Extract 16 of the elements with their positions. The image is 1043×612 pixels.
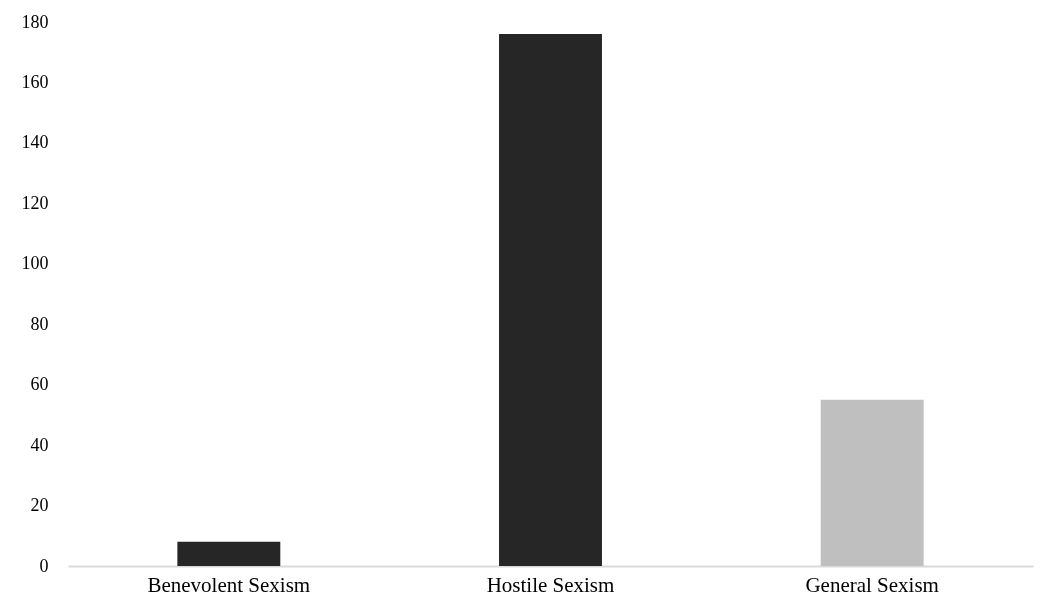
y-tick-label: 160 — [21, 71, 49, 92]
bar — [499, 34, 602, 566]
y-tick-label: 40 — [30, 434, 49, 455]
y-tick-label: 120 — [21, 192, 49, 213]
y-tick-label: 80 — [30, 313, 49, 334]
x-tick-label: Benevolent Sexism — [147, 572, 311, 597]
y-tick-label: 0 — [39, 555, 49, 576]
y-tick-label: 20 — [30, 495, 49, 516]
x-tick-label: General Sexism — [805, 572, 939, 597]
y-tick-label: 140 — [21, 132, 49, 153]
y-tick-label: 100 — [21, 253, 49, 274]
bar — [177, 541, 281, 566]
x-tick-label: Hostile Sexism — [486, 572, 615, 597]
y-tick-label: 180 — [21, 11, 49, 32]
y-tick-label: 60 — [30, 374, 49, 395]
bar — [820, 399, 924, 566]
